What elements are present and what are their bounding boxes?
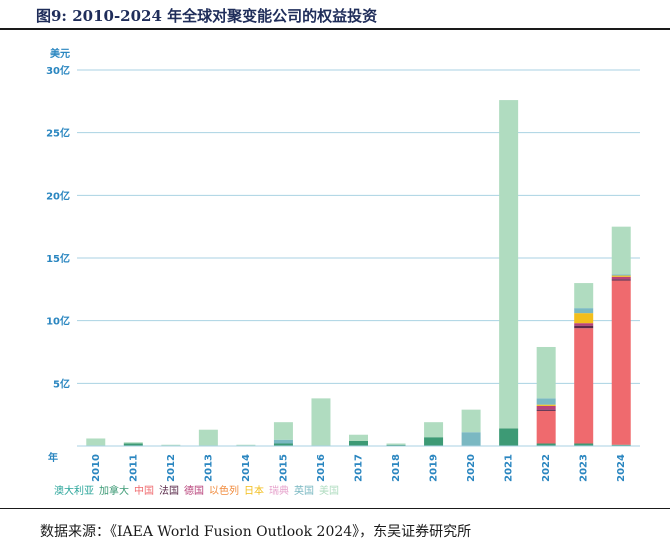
bar-chart: 5亿 10亿 15亿 20亿 25亿 30亿 美元年 2010 2011 2012 2013 2014… xyxy=(46,47,640,497)
bar-segment xyxy=(536,346,556,399)
gridlines xyxy=(77,69,640,384)
bar-segment xyxy=(236,444,256,446)
bar-segment xyxy=(349,434,368,441)
x-tick-label: 2022 xyxy=(541,454,552,482)
bar-segment xyxy=(611,274,631,276)
x-tick-label: 2018 xyxy=(391,454,402,482)
legend: 澳大利亚 加拿大 中国 法国 德国 以色列 日本 瑞典 英国 美国 xyxy=(54,484,339,497)
source-note: 数据来源：《IAEA World Fusion Outlook 2024》，东吴… xyxy=(40,524,472,540)
bar-segment xyxy=(574,308,594,314)
bar-segment xyxy=(611,275,631,277)
x-tick-label: 2017 xyxy=(354,454,365,482)
bar-segment xyxy=(161,444,181,446)
bar-segment xyxy=(273,443,293,446)
bar-segment xyxy=(349,440,368,446)
page-title: 图9: 2010-2024 年全球对聚变能公司的权益投资 xyxy=(36,7,378,25)
y-tick-label: 25亿 xyxy=(46,127,70,140)
bar-segment xyxy=(611,279,631,281)
y-tick-label: 5亿 xyxy=(53,377,70,390)
x-tick-label: 2020 xyxy=(466,454,477,482)
x-tick-label: 2015 xyxy=(278,454,289,482)
bar-segment xyxy=(574,325,594,329)
bar-segment xyxy=(611,280,631,445)
x-tick-label: 2021 xyxy=(504,454,515,482)
legend-entry: 德国 xyxy=(184,484,204,497)
x-tick-label: 2012 xyxy=(166,454,177,482)
legend-entry: 澳大利亚 xyxy=(54,484,94,497)
bar-segment xyxy=(499,428,519,446)
bar-segment xyxy=(198,429,218,446)
bar-segment xyxy=(536,443,556,446)
bar-segment xyxy=(574,313,594,324)
bar-segment xyxy=(574,443,594,446)
title-bar: 图9: 2010-2024 年全球对聚变能公司的权益投资 xyxy=(0,0,670,30)
x-axis-label: 年 xyxy=(48,451,58,464)
legend-entry: 以色列 xyxy=(209,484,239,497)
bar-segment xyxy=(536,404,556,406)
x-tick-label: 2024 xyxy=(616,454,627,482)
legend-entry: 法国 xyxy=(159,484,179,497)
y-tick-label: 10亿 xyxy=(46,315,70,328)
bar-segment xyxy=(86,438,106,446)
y-tick-label: 15亿 xyxy=(46,252,70,265)
bar-segment xyxy=(461,409,481,433)
bar-segment xyxy=(536,410,556,444)
bar-segment xyxy=(536,398,556,405)
bar-segment xyxy=(611,276,631,280)
bar-segment xyxy=(386,443,406,445)
x-tick-label: 2010 xyxy=(91,454,102,482)
bar-segment xyxy=(611,226,631,275)
bar-segment xyxy=(611,444,631,446)
bar-segment xyxy=(461,432,481,446)
bar-segment xyxy=(424,437,444,446)
y-tick-label: 20亿 xyxy=(46,189,70,202)
bar-segment xyxy=(424,422,444,438)
legend-entry: 瑞典 xyxy=(269,484,289,497)
bar-segment xyxy=(499,100,519,429)
bar-segment xyxy=(536,405,556,410)
bar-segment xyxy=(123,443,143,446)
x-tick-label: 2019 xyxy=(429,454,440,482)
x-tick-label: 2023 xyxy=(579,454,590,482)
legend-entry: 中国 xyxy=(134,484,154,497)
x-tick-label: 2016 xyxy=(316,454,327,482)
bars xyxy=(86,100,631,446)
bar-segment xyxy=(273,422,293,440)
x-tick-label: 2011 xyxy=(128,454,139,482)
legend-entry: 日本 xyxy=(244,484,264,497)
bar-segment xyxy=(574,283,594,309)
bar-segment xyxy=(123,442,143,444)
x-tick-label: 2014 xyxy=(241,454,252,482)
x-tick-label: 2013 xyxy=(203,454,214,482)
axes: 5亿 10亿 15亿 20亿 25亿 30亿 美元年 2010 2011 2012 2013 2014… xyxy=(46,47,640,482)
legend-entry: 美国 xyxy=(319,484,339,497)
bar-segment xyxy=(536,409,556,411)
y-axis-label: 美元 xyxy=(50,47,70,60)
bar-segment xyxy=(386,444,406,446)
bar-segment xyxy=(574,328,594,444)
bar-segment xyxy=(574,323,594,326)
bar-segment xyxy=(273,439,293,444)
legend-entry: 加拿大 xyxy=(99,484,129,497)
y-tick-label: 30亿 xyxy=(46,64,70,77)
source-bar: 数据来源：《IAEA World Fusion Outlook 2024》，东吴… xyxy=(0,508,670,549)
legend-entry: 英国 xyxy=(294,484,314,497)
bar-segment xyxy=(311,398,331,446)
